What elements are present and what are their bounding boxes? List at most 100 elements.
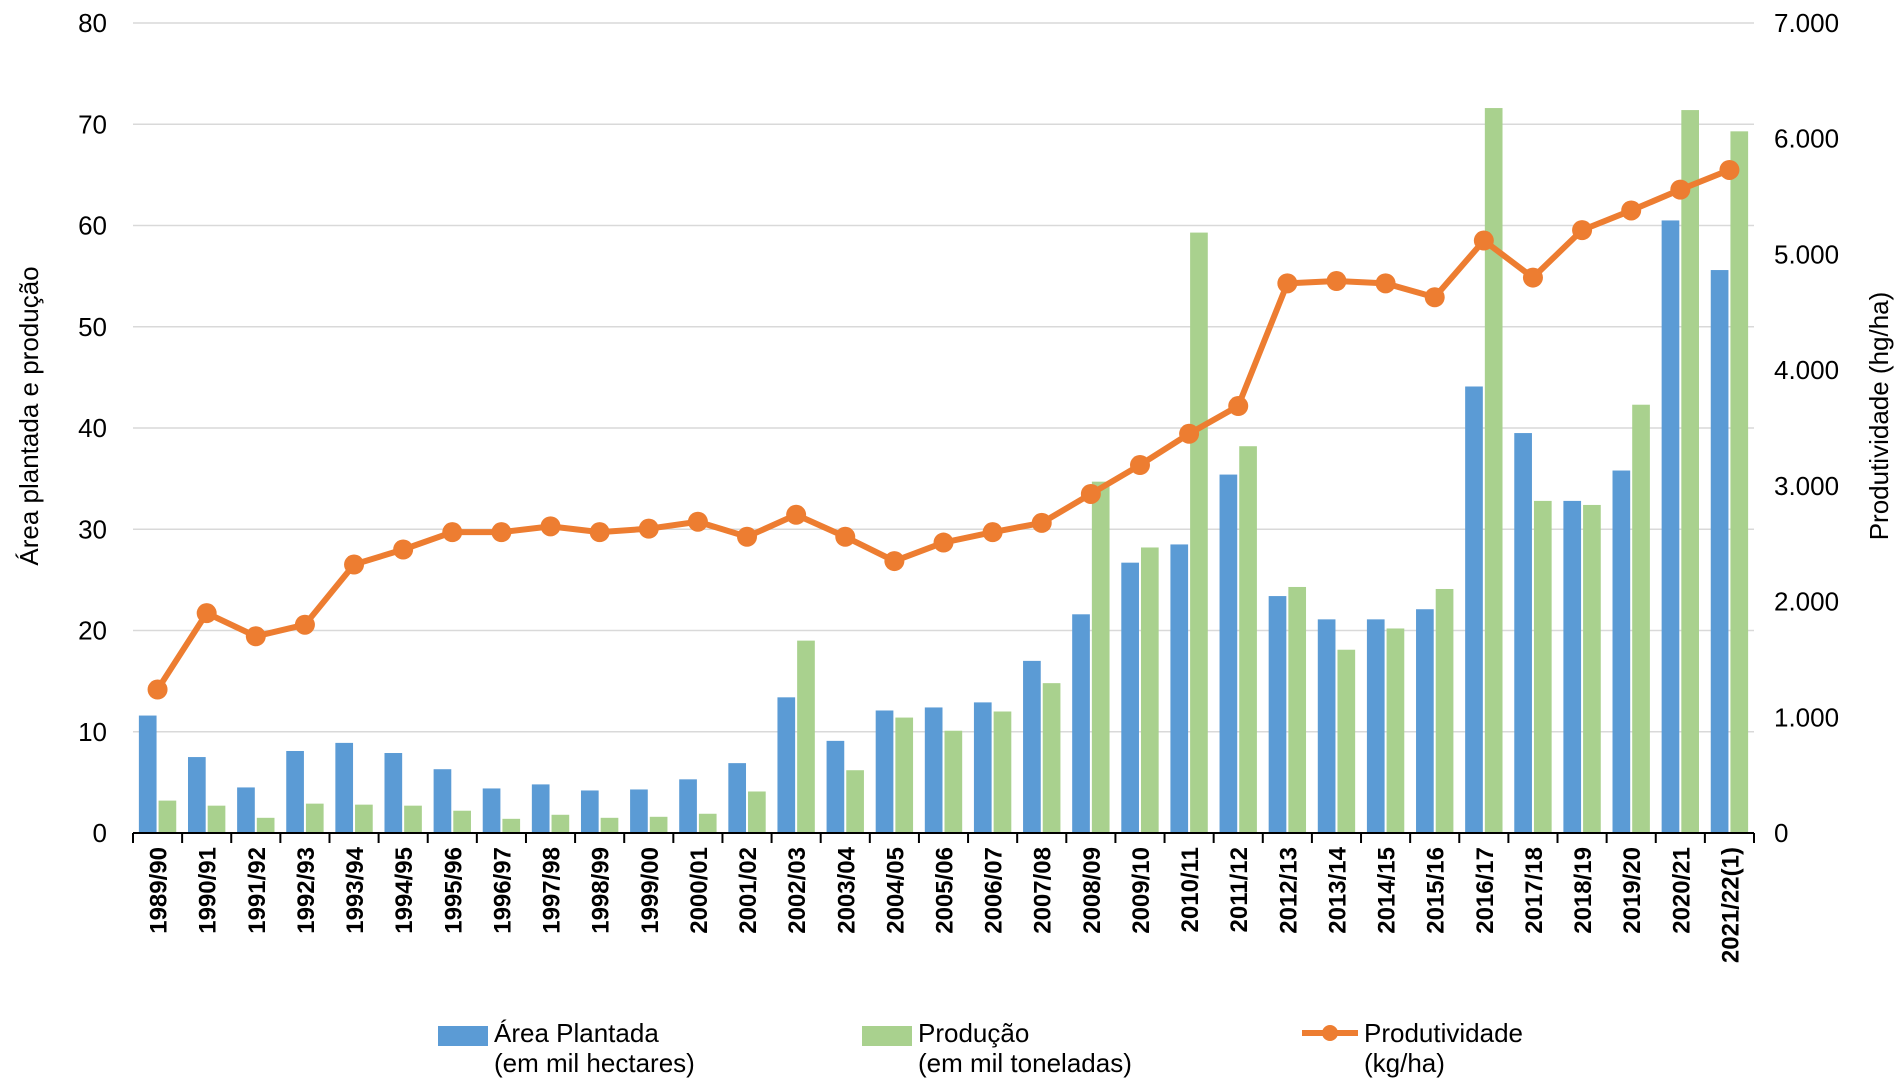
point-produtividade <box>1179 423 1200 444</box>
point-produtividade <box>1228 396 1249 417</box>
x-tick-label: 1994/95 <box>391 847 418 934</box>
y-axis-right-title: Produtividade (hg/ha) <box>1864 292 1894 541</box>
point-produtividade <box>1326 271 1347 292</box>
bar-producao <box>355 804 373 833</box>
x-tick-label: 2017/18 <box>1521 847 1548 934</box>
x-tick-label: 2021/22(1) <box>1717 847 1744 963</box>
point-produtividade <box>687 511 708 532</box>
point-produtividade <box>1719 159 1740 180</box>
bar-producao <box>158 800 177 833</box>
legend-label-produtividade-line1: Produtividade <box>1364 1018 1523 1048</box>
y-axis-left-title: Área plantada e produção <box>14 266 44 565</box>
point-produtividade <box>147 679 168 700</box>
line-series <box>147 159 1740 700</box>
bar-area-plantada <box>237 787 255 833</box>
bar-producao <box>1484 108 1503 834</box>
y-right-tick-label: 2.000 <box>1774 587 1839 617</box>
bar-producao <box>698 813 717 833</box>
point-produtividade <box>1424 287 1445 308</box>
point-produtividade <box>442 522 463 543</box>
point-produtividade <box>1277 273 1298 294</box>
legend-label-area-line2: (em mil hectares) <box>494 1048 695 1078</box>
y-right-tick-label: 7.000 <box>1774 8 1839 38</box>
bar-area-plantada <box>1366 619 1385 833</box>
bar-area-plantada <box>1416 609 1434 833</box>
bar-area-plantada <box>875 710 894 833</box>
bar-producao <box>256 817 275 833</box>
bar-area-plantada <box>335 742 354 833</box>
bar-area-plantada <box>531 784 550 833</box>
bar-area-plantada <box>1563 500 1582 833</box>
point-produtividade <box>1080 483 1101 504</box>
legend-label-produtividade: Produtividade (kg/ha) <box>1364 1018 1523 1078</box>
x-tick-label: 2001/02 <box>735 847 762 934</box>
bar-area-plantada <box>187 757 206 833</box>
bar-producao <box>1288 586 1307 833</box>
y-left-tick-label: 80 <box>78 8 107 38</box>
x-tick-label: 2004/05 <box>882 847 909 934</box>
point-produtividade <box>344 554 365 575</box>
bar-producao <box>944 730 963 833</box>
x-tick-label: 2000/01 <box>686 847 713 934</box>
bar-area-plantada <box>1465 386 1483 833</box>
x-tick-label: 2016/17 <box>1472 847 1499 934</box>
bar-area-plantada <box>1710 270 1729 833</box>
x-tick-label: 1993/94 <box>342 846 369 933</box>
bar-producao <box>207 805 226 833</box>
x-tick-label: 2015/16 <box>1423 847 1450 934</box>
bar-producao <box>453 810 471 833</box>
bar-producao <box>1681 110 1700 833</box>
bar-producao <box>551 814 570 833</box>
x-tick-label: 1991/92 <box>244 847 271 934</box>
y-left-tick-label: 60 <box>78 211 107 241</box>
x-tick-label: 2006/07 <box>981 847 1008 934</box>
bar-area-plantada <box>482 788 501 833</box>
bar-producao <box>895 717 914 833</box>
x-tick-label: 2019/20 <box>1619 847 1646 934</box>
x-tick-label: 2005/06 <box>932 847 959 934</box>
legend-label-produtividade-line2: (kg/ha) <box>1364 1048 1445 1078</box>
y-left-tick-label: 0 <box>93 818 107 848</box>
axes <box>132 832 1755 843</box>
bar-producao <box>1337 649 1356 833</box>
bar-producao <box>1730 131 1749 833</box>
left-axis-ticks: 0 10 20 30 40 50 60 70 80 <box>78 8 107 848</box>
bar-area-plantada <box>728 763 747 833</box>
bar-producao <box>1091 481 1110 833</box>
bar-area-plantada <box>1072 614 1090 833</box>
point-produtividade <box>1375 273 1396 294</box>
bar-producao <box>600 817 619 833</box>
point-produtividade <box>638 518 659 539</box>
bar-area-plantada <box>924 707 943 833</box>
point-produtividade <box>393 539 414 560</box>
bar-producao <box>846 770 864 833</box>
legend-label-producao: Produção (em mil toneladas) <box>918 1018 1132 1078</box>
y-right-tick-label: 6.000 <box>1774 124 1839 154</box>
y-right-tick-label: 5.000 <box>1774 239 1839 269</box>
x-tick-label: 1995/96 <box>440 847 467 934</box>
y-left-tick-label: 30 <box>78 514 107 544</box>
legend-label-producao-line1: Produção <box>918 1018 1030 1048</box>
legend-swatch-producao <box>862 1026 912 1046</box>
bar-producao <box>1533 500 1552 833</box>
bar-area-plantada <box>1121 562 1139 833</box>
bar-producao <box>748 791 766 833</box>
bar-area-plantada <box>1023 660 1041 833</box>
legend-swatch-area <box>438 1026 488 1046</box>
point-produtividade <box>884 551 905 572</box>
bar-producao <box>1632 404 1650 833</box>
x-tick-label: 2003/04 <box>833 846 860 933</box>
x-tick-label: 1998/99 <box>588 847 615 934</box>
legend-label-area: Área Plantada (em mil hectares) <box>494 1018 695 1078</box>
y-right-tick-label: 1.000 <box>1774 702 1839 732</box>
bar-producao <box>1190 232 1208 833</box>
bar-area-plantada <box>286 750 304 833</box>
bar-producao <box>1386 628 1405 833</box>
x-tick-label: 2013/14 <box>1324 846 1351 933</box>
bar-producao <box>1583 504 1601 833</box>
point-produtividade <box>1473 230 1494 251</box>
point-produtividade <box>540 516 561 537</box>
x-tick-label: 1990/91 <box>195 847 222 934</box>
bar-area-plantada <box>1514 433 1532 833</box>
